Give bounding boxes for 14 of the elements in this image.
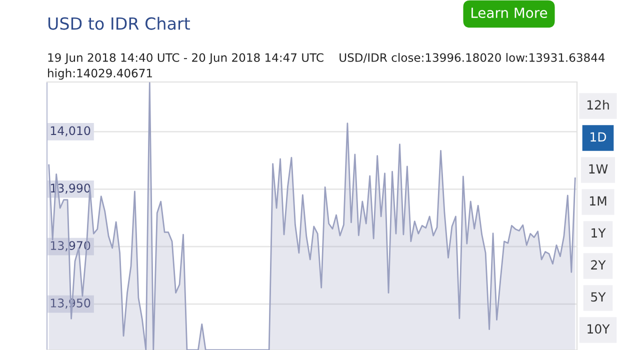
text: 1M (590, 196, 606, 206)
y-tick-label: 13,970 (50, 241, 90, 252)
text: Learn More (472, 8, 548, 18)
text: 12h (587, 100, 609, 110)
text: 10Y (588, 324, 610, 334)
chart-title: USD to IDR Chart (48, 16, 190, 30)
text: 5Y (591, 292, 606, 302)
text: 1D (590, 132, 606, 142)
chart-subtitle: 19 Jun 2018 14:40 UTC - 20 Jun 2018 14:47 UTC USD/IDR close:13996.18020 low:13931.63844 high:14029.40671 (48, 53, 605, 80)
text: 1Y (592, 228, 606, 238)
y-tick-label: 13,990 (50, 184, 90, 194)
y-tick-label: 14,010 (50, 126, 90, 136)
text: 1W (589, 164, 608, 174)
text: 2Y (591, 260, 606, 270)
